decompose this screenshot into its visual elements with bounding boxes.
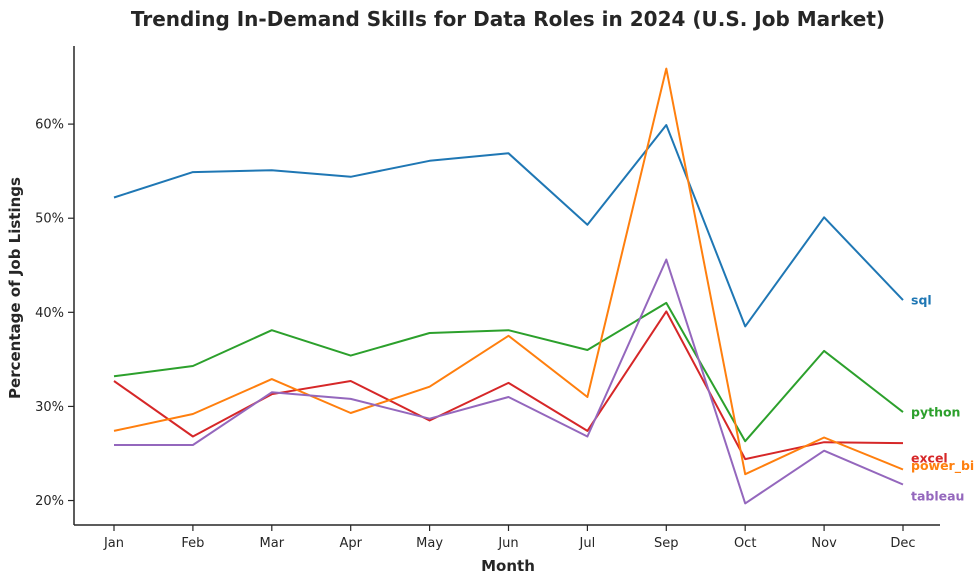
plot-area: 20% 30% 40% 50% 60% Jan Feb Mar Apr May Jun Jul Sep O… — [35, 46, 974, 551]
x-tick-label: Mar — [260, 536, 285, 551]
x-tick-label: Apr — [339, 536, 362, 551]
x-tick-label: May — [416, 536, 443, 551]
x-tick-label: Jul — [579, 536, 596, 551]
x-tick-label: Oct — [734, 536, 756, 551]
y-tick-label: 20% — [35, 494, 64, 509]
series-end-label-power-bi: power_bi — [911, 458, 974, 474]
series-end-label-excel: excel — [911, 451, 948, 466]
series-line-excel — [113, 310, 904, 461]
x-tick-label: Dec — [890, 536, 915, 551]
series-end-label-python: python — [911, 405, 960, 420]
series-line-power-bi — [113, 67, 904, 476]
x-tick-label: Sep — [654, 536, 679, 551]
x-axis-label: Month — [481, 557, 535, 575]
series-line-tableau — [114, 258, 904, 505]
y-tick-label: 30% — [35, 400, 64, 415]
series-line-python — [113, 301, 904, 443]
x-tick-label: Nov — [811, 536, 837, 551]
series-end-label-tableau: tableau — [911, 488, 964, 503]
y-tick-label: 60% — [35, 118, 64, 133]
x-tick-label: Jan — [103, 536, 124, 551]
series-end-label-sql: sql — [911, 293, 932, 308]
series-line-sql — [113, 124, 904, 328]
x-tick-label: Jun — [497, 536, 518, 551]
y-axis-label: Percentage of Job Listings — [6, 177, 24, 399]
chart-title: Trending In-Demand Skills for Data Roles… — [131, 7, 885, 31]
y-tick-label: 40% — [35, 306, 64, 321]
y-tick-label: 50% — [35, 212, 64, 227]
x-tick-label: Feb — [181, 536, 204, 551]
